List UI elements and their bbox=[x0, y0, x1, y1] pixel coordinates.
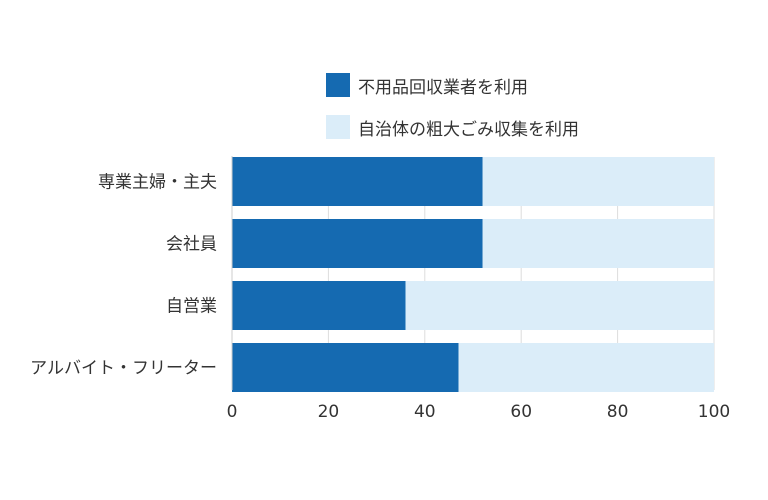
x-tick-label-4: 80 bbox=[607, 402, 629, 422]
legend-label-series-2: 自治体の粗大ごみ収集を利用 bbox=[358, 119, 579, 140]
x-tick-label-5: 100 bbox=[698, 402, 730, 422]
bar-1-2 bbox=[232, 219, 483, 268]
category-label-1: 専業主婦・主夫 bbox=[98, 173, 217, 193]
legend-label-series-1: 不用品回収業者を利用 bbox=[358, 77, 528, 98]
legend-swatch-series-2 bbox=[326, 115, 350, 139]
bar-2-1 bbox=[482, 157, 714, 206]
bar-1-4 bbox=[232, 343, 459, 392]
legend-item-series-1: 不用品回収業者を利用 bbox=[326, 72, 579, 98]
category-label-4: アルバイト・フリーター bbox=[30, 359, 217, 379]
category-label-3: 自営業 bbox=[166, 297, 217, 317]
x-tick-label-2: 40 bbox=[414, 402, 436, 422]
x-tick-label-0: 0 bbox=[227, 402, 238, 422]
bar-1-3 bbox=[232, 281, 406, 330]
category-label-2: 会社員 bbox=[166, 235, 217, 255]
bar-1-1 bbox=[232, 157, 483, 206]
legend-item-series-2: 自治体の粗大ごみ収集を利用 bbox=[326, 114, 579, 140]
x-tick-label-3: 60 bbox=[510, 402, 532, 422]
bar-2-4 bbox=[458, 343, 714, 392]
x-tick-label-1: 20 bbox=[318, 402, 340, 422]
legend-swatch-series-1 bbox=[326, 73, 350, 97]
legend: 不用品回収業者を利用 自治体の粗大ごみ収集を利用 bbox=[326, 72, 579, 156]
bar-2-2 bbox=[482, 219, 714, 268]
bar-2-3 bbox=[405, 281, 714, 330]
